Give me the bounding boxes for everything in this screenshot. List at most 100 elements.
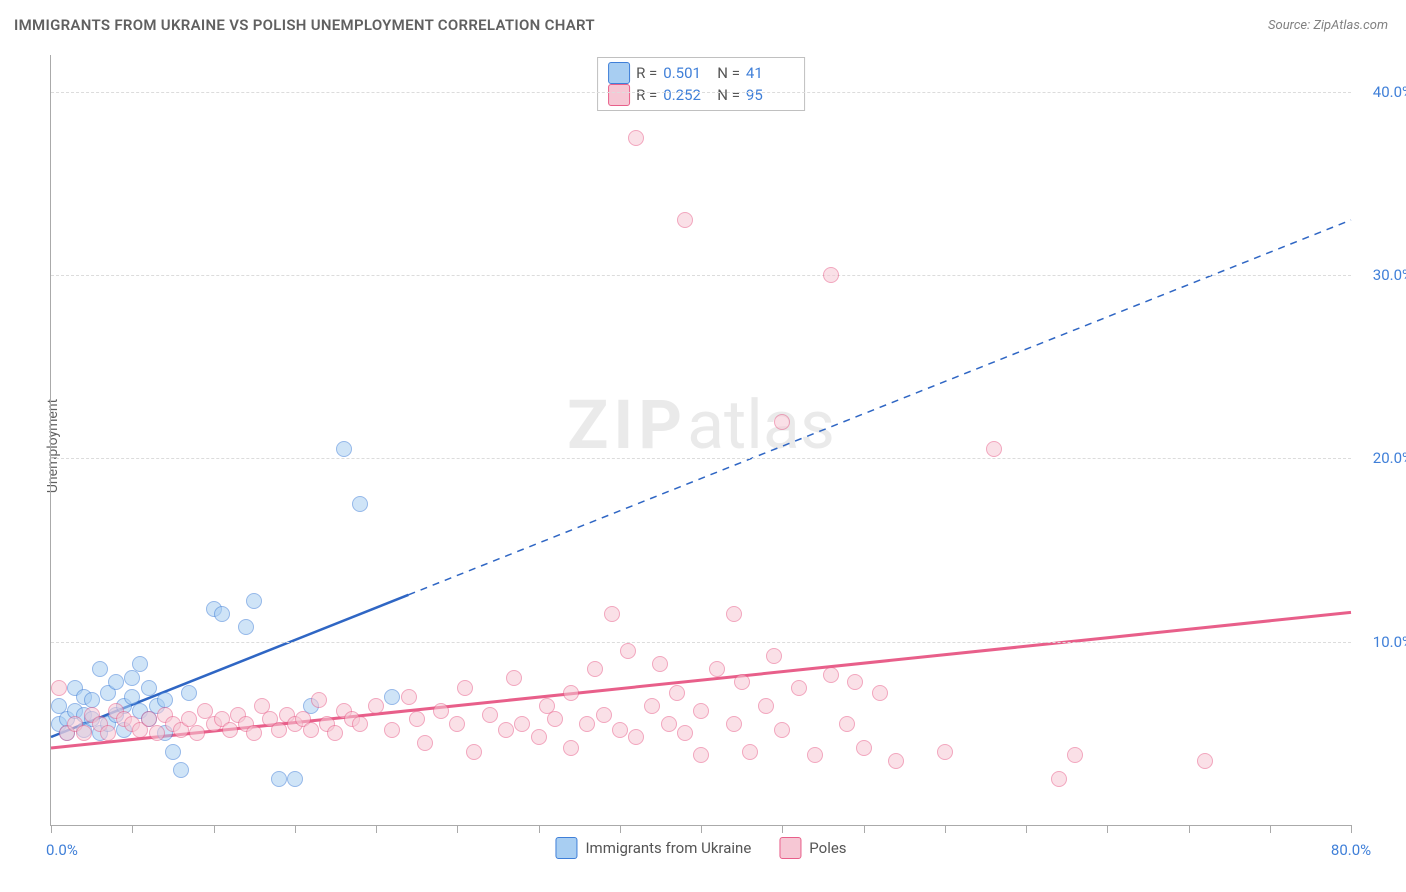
series-legend-item-2: Poles <box>779 837 846 859</box>
data-point <box>108 674 124 690</box>
data-point <box>547 711 563 727</box>
data-point <box>417 735 433 751</box>
legend-swatch-series-1 <box>608 62 630 84</box>
series-name-1: Immigrants from Ukraine <box>585 839 751 857</box>
data-point <box>327 725 343 741</box>
data-point <box>132 656 148 672</box>
legend-r-label: R = <box>636 62 657 84</box>
data-point <box>141 680 157 696</box>
chart-title: IMMIGRANTS FROM UKRAINE VS POLISH UNEMPL… <box>14 16 595 34</box>
data-point <box>409 711 425 727</box>
data-point <box>774 722 790 738</box>
data-point <box>726 716 742 732</box>
data-point <box>596 707 612 723</box>
data-point <box>1067 747 1083 763</box>
data-point <box>124 689 140 705</box>
x-tick-mark <box>945 825 946 833</box>
data-point <box>124 670 140 686</box>
gridline-horizontal <box>51 458 1351 459</box>
data-point <box>652 656 668 672</box>
gridline-horizontal <box>51 275 1351 276</box>
data-point <box>271 722 287 738</box>
data-point <box>612 722 628 738</box>
data-point <box>847 674 863 690</box>
y-tick-label: 10.0% <box>1373 633 1406 651</box>
data-point <box>986 441 1002 457</box>
x-tick-mark <box>1351 825 1352 833</box>
data-point <box>823 667 839 683</box>
data-point <box>303 722 319 738</box>
data-point <box>368 698 384 714</box>
data-point <box>457 680 473 696</box>
legend-row-series-1: R = 0.501 N = 41 <box>608 62 794 84</box>
data-point <box>628 130 644 146</box>
data-point <box>823 267 839 283</box>
data-point <box>628 729 644 745</box>
data-point <box>669 685 685 701</box>
legend-row-series-2: R = 0.252 N = 95 <box>608 84 794 106</box>
x-tick-mark <box>214 825 215 833</box>
x-tick-mark <box>376 825 377 833</box>
data-point <box>709 661 725 677</box>
data-point <box>856 740 872 756</box>
series-legend-item-1: Immigrants from Ukraine <box>555 837 751 859</box>
data-point <box>1197 753 1213 769</box>
data-point <box>246 725 262 741</box>
x-tick-mark <box>295 825 296 833</box>
data-point <box>401 689 417 705</box>
data-point <box>157 692 173 708</box>
data-point <box>766 648 782 664</box>
x-tick-mark <box>864 825 865 833</box>
data-point <box>872 685 888 701</box>
data-point <box>498 722 514 738</box>
series-name-2: Poles <box>809 839 846 857</box>
data-point <box>173 762 189 778</box>
data-point <box>482 707 498 723</box>
data-point <box>774 414 790 430</box>
data-point <box>742 744 758 760</box>
legend-r-value-2: 0.252 <box>663 84 711 106</box>
gridline-horizontal <box>51 642 1351 643</box>
data-point <box>620 643 636 659</box>
data-point <box>433 703 449 719</box>
x-tick-mark <box>1107 825 1108 833</box>
data-point <box>51 680 67 696</box>
data-point <box>384 689 400 705</box>
data-point <box>76 725 92 741</box>
legend-swatch-series-2 <box>779 837 801 859</box>
scatter-plot-area: ZIPatlas R = 0.501 N = 41 R = 0.252 N = … <box>50 55 1351 826</box>
source-value: ZipAtlas.com <box>1313 18 1388 33</box>
x-tick-mark <box>539 825 540 833</box>
data-point <box>352 716 368 732</box>
x-tick-label: 80.0% <box>1331 841 1371 859</box>
data-point <box>189 725 205 741</box>
x-tick-mark <box>51 825 52 833</box>
data-point <box>563 685 579 701</box>
y-tick-label: 30.0% <box>1373 266 1406 284</box>
x-tick-mark <box>701 825 702 833</box>
data-point <box>644 698 660 714</box>
x-tick-mark <box>132 825 133 833</box>
data-point <box>758 698 774 714</box>
data-point <box>531 729 547 745</box>
data-point <box>384 722 400 738</box>
x-tick-mark <box>782 825 783 833</box>
legend-n-label: N = <box>717 84 740 106</box>
data-point <box>677 725 693 741</box>
data-point <box>287 771 303 787</box>
source-label: Source: <box>1268 18 1310 33</box>
data-point <box>693 747 709 763</box>
legend-swatch-series-1 <box>555 837 577 859</box>
x-tick-mark <box>1026 825 1027 833</box>
data-point <box>604 606 620 622</box>
data-point <box>84 692 100 708</box>
data-point <box>141 711 157 727</box>
data-point <box>92 661 108 677</box>
source-attribution: Source: ZipAtlas.com <box>1268 18 1388 33</box>
data-point <box>271 771 287 787</box>
data-point <box>100 725 116 741</box>
data-point <box>466 744 482 760</box>
data-point <box>214 606 230 622</box>
y-tick-label: 40.0% <box>1373 83 1406 101</box>
x-tick-label: 0.0% <box>46 841 78 859</box>
